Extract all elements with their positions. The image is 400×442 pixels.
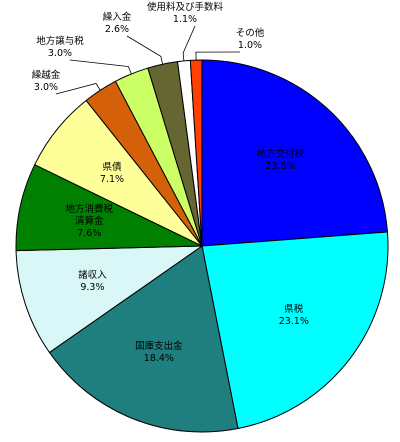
slice-label: 県債 7.1% (100, 162, 124, 186)
value-label: 3.0% (47, 48, 73, 59)
pie-slice (201, 231, 389, 430)
leader-line (182, 25, 196, 61)
leader-line (69, 59, 132, 75)
value-label: 18.4% (143, 352, 174, 364)
slice-label: その他 1.0% (236, 28, 265, 52)
pie-slice (48, 245, 239, 433)
slice-label: 県税 23.1% (279, 304, 309, 328)
category-label: 国庫支出金 (135, 340, 183, 352)
category-label: その他 (235, 28, 265, 39)
value-label: 1.1% (172, 14, 198, 25)
leader-line (195, 51, 241, 61)
slice-label: 地方譲与税 3.0% (36, 36, 84, 60)
value-label: 1.0% (237, 40, 263, 51)
pie-slice (201, 59, 389, 247)
category-label: 使用料及び手数料 (146, 2, 224, 13)
value-label: 23.8% (265, 161, 296, 173)
category-label: 繰越金 (31, 70, 61, 81)
slice-label: 繰入金 2.6% (103, 12, 132, 36)
leader-line (55, 83, 101, 95)
slice-label: 地方消費税 清算金 7.6% (66, 204, 114, 240)
category-label: 地方譲与税 (36, 36, 84, 47)
value-label: 7.6% (77, 227, 102, 239)
value-label: 9.3% (80, 281, 105, 293)
category-label: 地方消費税 清算金 (65, 203, 114, 227)
pie-slice (15, 245, 204, 354)
slice-label: 地方交付税 23.8% (257, 149, 305, 173)
category-label: 諸収入 (78, 269, 107, 281)
value-label: 3.0% (33, 82, 59, 93)
leader-line (126, 35, 163, 65)
value-label: 23.1% (278, 315, 309, 327)
category-label: 繰入金 (102, 12, 132, 23)
value-label: 7.1% (99, 173, 125, 185)
category-label: 県税 (284, 303, 304, 315)
category-label: 県債 (102, 161, 122, 173)
slice-label: 国庫支出金 18.4% (135, 341, 183, 365)
slice-label: 諸収入 9.3% (78, 270, 107, 294)
category-label: 地方交付税 (256, 149, 305, 161)
slice-label: 繰越金 3.0% (32, 70, 61, 94)
value-label: 2.6% (104, 24, 130, 35)
slice-label: 使用料及び手数料 1.1% (147, 2, 223, 26)
